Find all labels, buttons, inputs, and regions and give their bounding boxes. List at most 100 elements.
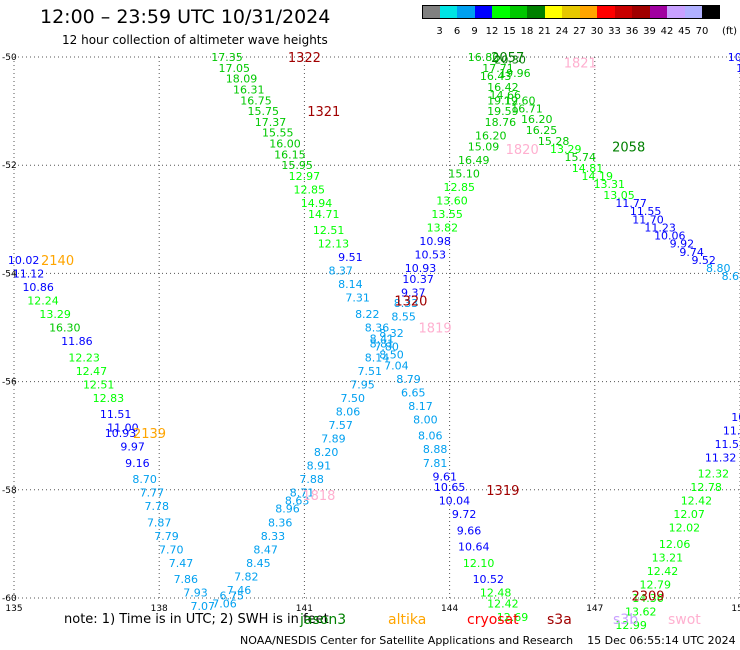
swh-data-label: 15.55 bbox=[262, 127, 294, 140]
pass-label: 1320 bbox=[394, 294, 427, 309]
swh-data-label: 11.70 bbox=[632, 213, 664, 226]
swh-data-label: 7.93 bbox=[183, 587, 208, 600]
colorbar-label: 24 bbox=[555, 26, 569, 37]
swh-data-label: 8.81 bbox=[370, 338, 395, 351]
swh-data-label: 7.79 bbox=[154, 530, 179, 543]
swh-data-label: 9.37 bbox=[401, 286, 426, 299]
colorbar-swatch bbox=[422, 5, 440, 19]
satellite-legend-item: s3a bbox=[547, 612, 572, 628]
swh-data-label: 8.55 bbox=[391, 311, 416, 324]
colorbar-label: 45 bbox=[678, 26, 691, 37]
swh-data-label: 16.30 bbox=[49, 322, 81, 335]
swh-data-label: 13.29 bbox=[550, 143, 582, 156]
swh-data-label: 7.81 bbox=[423, 457, 448, 470]
swh-data-label: 9.92 bbox=[670, 238, 695, 251]
colorbar-swatch bbox=[579, 5, 597, 19]
swh-data-label: 12.02 bbox=[669, 522, 701, 535]
colorbar-swatch bbox=[474, 5, 492, 19]
swh-data-label: 12.24 bbox=[27, 294, 59, 307]
swh-data-label: 7.78 bbox=[145, 500, 170, 513]
colorbar-label: 33 bbox=[608, 26, 621, 37]
colorbar-label: 36 bbox=[625, 26, 639, 37]
page-title: 12:00 – 23:59 UTC 10/31/2024 bbox=[40, 6, 331, 28]
swh-data-label: 12.10 bbox=[463, 557, 495, 570]
colorbar-label: 15 bbox=[503, 26, 516, 37]
swh-data-label: 9.16 bbox=[125, 457, 150, 470]
swh-data-label: 13.55 bbox=[431, 208, 463, 221]
swh-data-label: 12.99 bbox=[615, 619, 647, 632]
colorbar-swatch bbox=[562, 5, 580, 19]
swh-data-label: 16.20 bbox=[475, 129, 507, 142]
footer-credit: NOAA/NESDIS Center for Satellite Applica… bbox=[240, 634, 736, 647]
swh-data-label: 15.95 bbox=[281, 159, 313, 172]
swh-data-label: 10.06 bbox=[654, 230, 686, 243]
swh-data-label: 8.06 bbox=[418, 430, 443, 443]
swh-data-label: 15.10 bbox=[448, 167, 480, 180]
x-tick-label: 135 bbox=[5, 604, 22, 614]
page-subtitle: 12 hour collection of altimeter wave hei… bbox=[62, 33, 328, 47]
colorbar-label: 3 bbox=[436, 26, 443, 37]
pass-label: 1321 bbox=[307, 105, 340, 120]
swh-data-label: 8.37 bbox=[328, 265, 353, 278]
swh-data-label: 10. bbox=[731, 411, 740, 424]
satellite-legend-item: s3b bbox=[613, 612, 639, 628]
swh-data-label: 8.06 bbox=[336, 405, 361, 418]
swh-data-label: 13.62 bbox=[625, 606, 657, 619]
swh-data-label: 12.48 bbox=[480, 587, 512, 600]
pass-label: 1821 bbox=[564, 56, 597, 71]
swh-data-label: 10. bbox=[736, 62, 740, 75]
swh-data-label: 12.32 bbox=[698, 468, 730, 481]
swh-data-label: 12.85 bbox=[444, 181, 476, 194]
swh-data-label: 8.71 bbox=[290, 487, 315, 500]
swh-data-label: 12.42 bbox=[487, 597, 519, 610]
swh-data-label: 10.52 bbox=[473, 573, 505, 586]
y-tick-label: -52 bbox=[2, 161, 17, 171]
swh-data-label: 19.59 bbox=[487, 105, 519, 118]
swh-data-label: 17.35 bbox=[211, 51, 243, 64]
pass-label: 1820 bbox=[506, 143, 539, 158]
swh-data-label: 9.74 bbox=[679, 246, 704, 259]
swh-data-label: 10.64 bbox=[458, 541, 490, 554]
swh-data-label: 16.15 bbox=[274, 148, 306, 161]
swh-data-label: 14.66 bbox=[490, 89, 522, 102]
x-tick-label: 138 bbox=[151, 604, 168, 614]
swh-data-label: 8.36 bbox=[268, 516, 293, 529]
swh-data-label: 10.3 bbox=[728, 51, 740, 64]
colorbar-label: 12 bbox=[485, 26, 499, 37]
swh-data-label: 8.47 bbox=[253, 543, 278, 556]
colorbar-swatch bbox=[509, 5, 527, 19]
swh-data-label: 7.47 bbox=[169, 557, 194, 570]
swh-data-label: 7.50 bbox=[341, 392, 366, 405]
swh-data-label: 11.1 bbox=[723, 424, 740, 437]
swh-data-label: 15.75 bbox=[248, 105, 280, 118]
swh-data-label: 11.00 bbox=[107, 422, 139, 435]
swh-data-label: 15.28 bbox=[538, 135, 570, 148]
swh-data-label: 7.06 bbox=[212, 597, 237, 610]
colorbar-swatch bbox=[439, 5, 457, 19]
swh-data-label: 7.82 bbox=[234, 570, 259, 583]
swh-data-label: 17.71 bbox=[482, 62, 514, 75]
colorbar-frame bbox=[422, 5, 720, 19]
pass-label: 1319 bbox=[486, 484, 519, 499]
swh-data-label: 8.88 bbox=[423, 443, 448, 456]
swh-data-label: 12.83 bbox=[93, 392, 125, 405]
colorbar-swatch bbox=[684, 5, 702, 19]
swh-data-label: 18.09 bbox=[226, 73, 258, 86]
colorbar-label: 42 bbox=[660, 26, 674, 37]
swh-data-label: 10.93 bbox=[105, 427, 137, 440]
swh-data-label: 12.97 bbox=[289, 170, 321, 183]
swh-data-label: 12.23 bbox=[68, 351, 100, 364]
pass-label: 1818 bbox=[302, 489, 335, 504]
swh-data-label: 16.71 bbox=[511, 102, 543, 115]
swh-data-label: 8.50 bbox=[379, 349, 404, 362]
colorbar-label: 30 bbox=[590, 26, 604, 37]
swh-data-label: 10.86 bbox=[22, 281, 54, 294]
note-text: note: 1) Time is in UTC; 2) SWH is in fe… bbox=[64, 612, 329, 627]
swh-data-label: 12.06 bbox=[659, 538, 691, 551]
swh-data-label: 15.74 bbox=[565, 151, 597, 164]
swh-data-label: 16.43 bbox=[480, 70, 512, 83]
swh-data-label: 12.78 bbox=[690, 481, 722, 494]
swh-data-label: 7.89 bbox=[321, 432, 346, 445]
swh-data-label: 7.57 bbox=[328, 419, 353, 432]
